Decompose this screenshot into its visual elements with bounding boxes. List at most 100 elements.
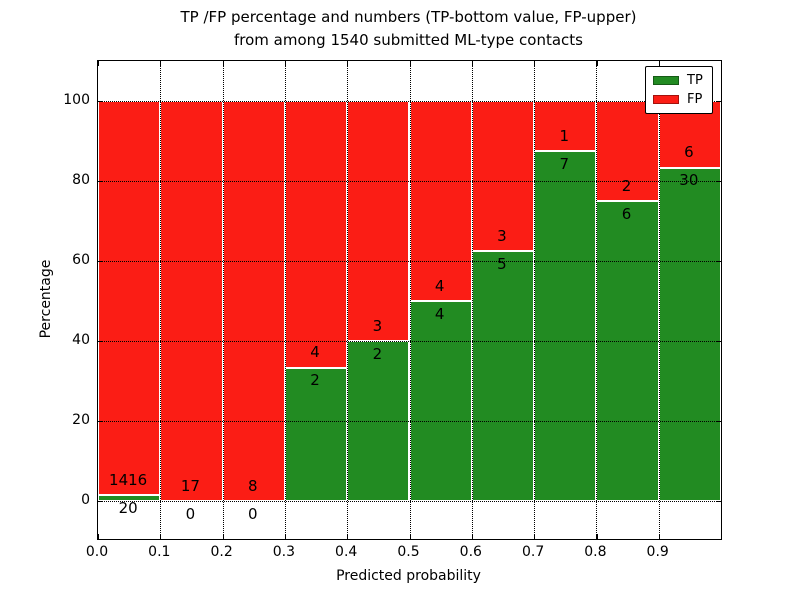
fp-count-label: 4: [434, 276, 445, 295]
horizontal-gridline: [98, 101, 721, 102]
tp-count-label: 30: [679, 171, 699, 190]
tp-count-label: 2: [310, 371, 320, 390]
y-axis-tick-right: [716, 501, 721, 503]
x-tick-label: 0.9: [646, 544, 669, 560]
vertical-gridline: [160, 61, 162, 539]
tp-count-label: 7: [559, 154, 570, 173]
x-axis-tick: [98, 534, 100, 539]
fp-count-label: 1416: [109, 470, 148, 489]
fp-bar-segment: [409, 101, 472, 301]
x-axis-tick-top: [658, 61, 660, 66]
legend: TP FP: [645, 66, 713, 114]
x-axis-tick-top: [347, 61, 349, 66]
tp-bar-segment: [98, 495, 161, 501]
y-tick-label: 60: [72, 252, 90, 268]
tp-bar-segment: [534, 151, 597, 501]
fp-bar-segment: [284, 101, 348, 368]
chart-title-line2: from among 1540 submitted ML-type contac…: [234, 31, 583, 49]
y-axis-tick: [98, 501, 103, 503]
x-axis-tick-top: [284, 61, 287, 66]
x-tick-label: 0.7: [521, 544, 545, 560]
y-axis-tick: [98, 261, 103, 263]
plot-area: [97, 60, 723, 540]
x-axis-tick: [596, 534, 598, 539]
y-axis-tick: [98, 421, 103, 423]
fp-count-label: 3: [497, 226, 507, 245]
x-axis-tick: [160, 534, 162, 539]
y-axis-tick-right: [716, 261, 721, 263]
fp-legend-swatch-icon: [653, 95, 679, 104]
legend-label-fp: FP: [687, 92, 703, 107]
x-axis-tick-top: [721, 61, 723, 66]
fp-count-label: 4: [310, 343, 320, 362]
x-axis-tick-top: [222, 61, 224, 66]
tp-bar-segment: [596, 201, 659, 501]
y-tick-label: 80: [72, 172, 90, 188]
chart-title-line1: TP /FP percentage and numbers (TP-bottom…: [180, 8, 637, 26]
horizontal-gridline: [98, 421, 721, 422]
vertical-gridline: [658, 61, 660, 539]
tp-count-label: 4: [434, 304, 445, 323]
y-tick-label: 20: [72, 412, 90, 428]
y-axis-tick: [98, 101, 103, 103]
tp-count-label: 0: [185, 504, 196, 523]
fp-count-label: 2: [621, 176, 632, 195]
tp-bar-segment: [471, 251, 535, 501]
y-tick-label: 0: [81, 492, 90, 508]
x-axis-label: Predicted probability: [336, 568, 481, 584]
tp-bar-segment: [284, 367, 348, 501]
legend-entry-tp: TP: [646, 74, 712, 87]
x-axis-tick: [721, 534, 723, 539]
x-axis-tick-top: [409, 61, 411, 66]
legend-entry-fp: FP: [646, 93, 712, 106]
y-axis-tick: [98, 341, 103, 343]
vertical-gridline: [284, 61, 286, 539]
x-axis-tick-top: [471, 61, 473, 66]
x-tick-label: 0.4: [335, 544, 358, 560]
x-axis-tick: [347, 534, 349, 539]
x-tick-label: 0.1: [148, 544, 171, 560]
x-axis-tick: [222, 534, 224, 539]
fp-count-label: 6: [684, 143, 694, 162]
fp-bar-segment: [98, 101, 161, 496]
y-axis-tick-right: [716, 101, 721, 103]
x-axis-tick: [409, 534, 411, 539]
tp-bar-segment: [409, 301, 472, 501]
horizontal-gridline: [98, 261, 721, 262]
tp-bar-segment: [658, 167, 721, 501]
tp-count-label: 2: [372, 344, 383, 363]
x-axis-tick-top: [98, 61, 100, 66]
tp-count-label: 6: [621, 204, 632, 223]
y-axis-tick-right: [716, 181, 721, 183]
chart-title: TP /FP percentage and numbers (TP-bottom…: [97, 6, 720, 52]
x-axis-tick-top: [160, 61, 162, 66]
fp-bar-segment: [222, 101, 285, 501]
fp-count-label: 1: [559, 126, 570, 145]
x-tick-label: 0.8: [584, 544, 607, 560]
fp-bar-segment: [160, 101, 223, 501]
fp-count-label: 17: [180, 476, 200, 495]
tp-count-label: 5: [497, 254, 507, 273]
y-axis-label: Percentage: [38, 259, 54, 339]
x-axis-tick-top: [534, 61, 536, 66]
x-tick-label: 0.0: [85, 544, 109, 560]
vertical-gridline: [347, 61, 349, 539]
x-axis-tick: [471, 534, 473, 539]
horizontal-gridline: [98, 501, 721, 502]
vertical-gridline: [596, 61, 598, 539]
tp-count-label: 0: [247, 504, 258, 523]
fp-count-label: 3: [372, 316, 383, 335]
y-axis-tick-right: [716, 421, 721, 423]
x-tick-label: 0.5: [397, 544, 420, 560]
x-axis-tick: [658, 534, 660, 539]
fp-count-label: 8: [247, 476, 258, 495]
vertical-gridline: [222, 61, 224, 539]
x-tick-label: 0.2: [210, 544, 233, 560]
vertical-gridline: [409, 61, 411, 539]
tp-legend-swatch-icon: [653, 76, 679, 85]
y-tick-label: 40: [72, 332, 90, 348]
x-tick-label: 0.6: [459, 544, 482, 560]
x-axis-tick: [284, 534, 287, 539]
x-axis-tick: [534, 534, 536, 539]
